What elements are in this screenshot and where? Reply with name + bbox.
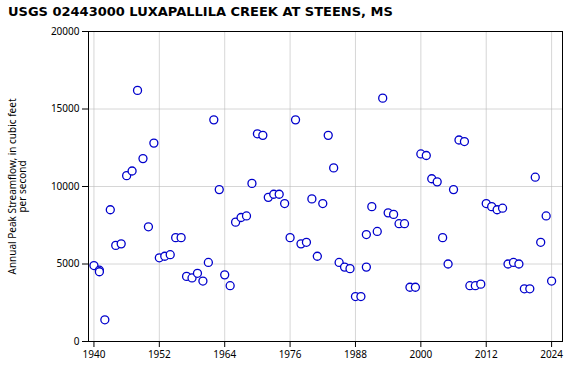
svg-text:1952: 1952 <box>148 347 171 361</box>
svg-text:15000: 15000 <box>51 101 80 115</box>
svg-text:1940: 1940 <box>83 347 106 361</box>
svg-text:5000: 5000 <box>57 256 80 270</box>
svg-text:2024: 2024 <box>540 347 563 361</box>
html-text:USGS 02443000 LUXAPALLILA CREE: USGS 02443000 LUXAPALLILA CREEK AT STEEN… <box>8 4 393 19</box>
svg-text:10000: 10000 <box>51 179 80 193</box>
svg-text:Annual Peak Streamflow, in cub: Annual Peak Streamflow, in cubic feetper… <box>5 98 29 274</box>
svg-text:2000: 2000 <box>409 347 432 361</box>
svg-text:20000: 20000 <box>51 24 80 38</box>
svg-text:1988: 1988 <box>344 347 367 361</box>
svg-text:1964: 1964 <box>213 347 236 361</box>
svg-text:0: 0 <box>74 334 80 348</box>
svg-text:1976: 1976 <box>279 347 302 361</box>
svg-text:2012: 2012 <box>475 347 498 361</box>
